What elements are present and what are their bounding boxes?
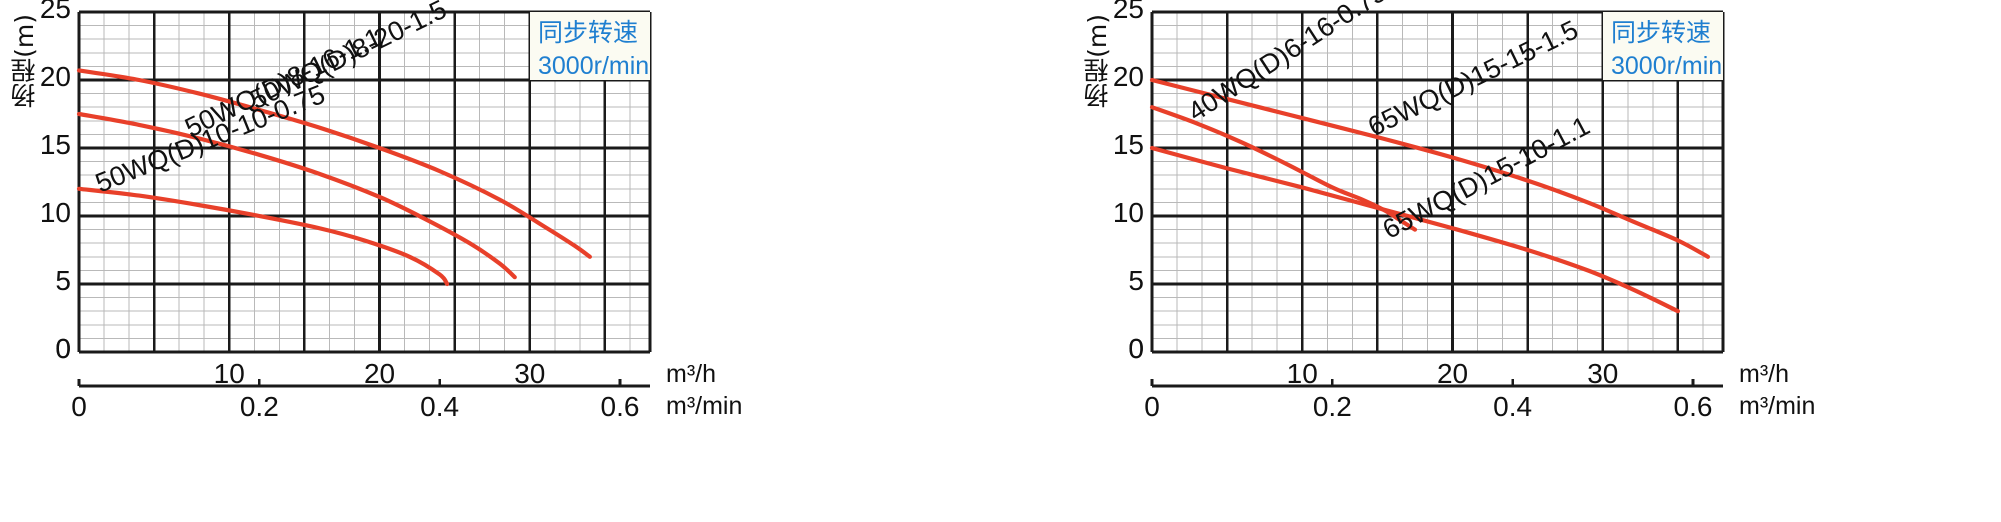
performance-curve	[1149, 77, 1711, 259]
secondary-axis-tick-label: 0.6	[1673, 391, 1713, 422]
speed-note-line1: 同步转速	[538, 18, 639, 47]
y-axis-tick-label: 20	[39, 61, 71, 92]
x-axis-tick-label: 20	[1436, 358, 1469, 389]
y-axis-tick-label: 10	[39, 197, 71, 228]
primary-unit-label: m³/h	[666, 360, 716, 388]
x-axis-tick-label: 10	[213, 358, 245, 389]
speed-note-line2: 3000r/min	[1611, 51, 1723, 80]
speed-note-backdrop	[530, 12, 650, 80]
x-axis-tick-label: 30	[514, 358, 546, 389]
secondary-axis-tick-label: 0.2	[239, 391, 279, 422]
synchronous-speed-note: 同步转速 3000r/min	[538, 16, 649, 83]
speed-note-line2: 3000r/min	[538, 51, 650, 80]
secondary-unit-label: m³/min	[1739, 392, 1816, 420]
performance-curve	[76, 186, 450, 287]
primary-unit-label: m³/h	[1739, 360, 1789, 388]
y-axis-tick-label: 5	[1128, 265, 1144, 296]
secondary-axis-tick-label: 0	[1144, 391, 1160, 422]
y-axis-tick-label: 15	[39, 129, 71, 160]
origin-label: 0	[55, 333, 71, 364]
secondary-unit-label: m³/min	[666, 392, 743, 420]
y-axis-tick-label: 5	[55, 265, 71, 296]
y-axis-tick-label: 15	[1112, 129, 1144, 160]
speed-note-line1: 同步转速	[1611, 18, 1712, 47]
secondary-axis-tick-label: 0	[71, 391, 87, 422]
synchronous-speed-note: 同步转速 3000r/min	[1611, 16, 1722, 83]
secondary-axis	[77, 379, 650, 388]
secondary-axis-tick-label: 0.6	[600, 391, 640, 422]
y-axis-tick-label: 25	[1112, 0, 1144, 24]
performance-curve	[1149, 145, 1681, 314]
y-axis-tick-label: 25	[39, 0, 71, 24]
origin-label: 0	[1128, 333, 1144, 364]
performance-curve	[76, 111, 517, 280]
plot-area	[1149, 10, 1725, 354]
y-axis-tick-label: 10	[1112, 197, 1144, 228]
plot-area	[76, 10, 652, 354]
secondary-axis-tick-label: 0.4	[420, 391, 460, 422]
x-axis-tick-label: 20	[363, 358, 396, 389]
chart-right: 扬程(m) 25 20 15 10 5 0 10 20 30 0 0.2 0.4 0.6 0 m³/h m³/m…	[1000, 0, 2001, 522]
performance-curve	[1149, 105, 1418, 232]
performance-curve	[76, 68, 592, 259]
x-axis-tick-label: 30	[1587, 358, 1619, 389]
y-axis-tick-label: 0	[55, 333, 71, 364]
secondary-axis	[1150, 379, 1723, 388]
y-axis-tick-label: 0	[1128, 333, 1144, 364]
x-axis-tick-label: 10	[1286, 358, 1318, 389]
speed-note-backdrop	[1603, 12, 1723, 80]
secondary-axis-tick-label: 0.4	[1493, 391, 1533, 422]
secondary-axis-tick-label: 0.2	[1312, 391, 1352, 422]
chart-left: 扬程(m) 25 20 15 10 5 0 10 20 30 0 0.2 0.4 0.6 0 m³/h m³/m…	[0, 0, 1000, 522]
y-axis-tick-label: 20	[1112, 61, 1144, 92]
